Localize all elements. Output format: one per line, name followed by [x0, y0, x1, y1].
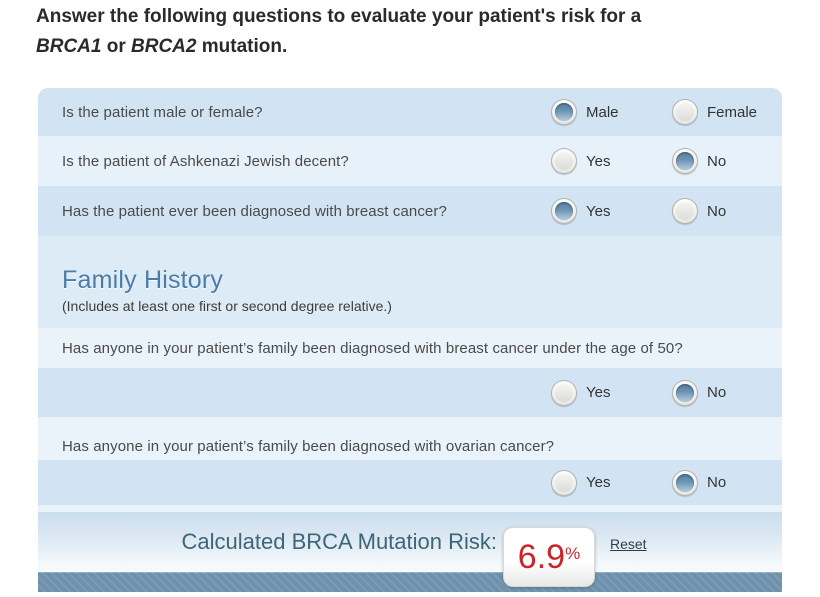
option-label: No	[707, 202, 727, 220]
option-no[interactable]: No	[672, 198, 726, 224]
family-history-section-header: Family History (Includes at least one fi…	[38, 236, 782, 328]
radio-yes-icon[interactable]	[551, 379, 577, 406]
option-label: No	[707, 474, 727, 491]
family-history-heading: Family History	[62, 266, 224, 294]
title-conjunction: or	[106, 36, 126, 57]
question-text: Has anyone in your patient’s family been…	[62, 438, 555, 455]
option-label: Yes	[586, 384, 611, 401]
question-row-sex: Is the patient male or female? Male Fema…	[38, 88, 782, 136]
option-male[interactable]: Male	[551, 99, 619, 125]
divider-strip	[38, 505, 782, 512]
option-yes[interactable]: Yes	[551, 198, 610, 224]
question-text: Is the patient male or female?	[62, 103, 263, 121]
radio-yes-selected-icon[interactable]	[551, 198, 577, 224]
radio-female-icon[interactable]	[672, 99, 698, 125]
option-label: Female	[707, 103, 758, 121]
question-text: Has the patient ever been diagnosed with…	[62, 202, 447, 220]
option-yes[interactable]: Yes	[551, 469, 611, 496]
answer-row-family-ovarian-cancer: Yes No	[38, 460, 782, 505]
option-label: Yes	[586, 474, 611, 491]
option-yes[interactable]: Yes	[551, 379, 611, 406]
question-text: Has anyone in your patient’s family been…	[62, 339, 683, 357]
question-row-family-breast-cancer-under-50: Has anyone in your patient’s family been…	[38, 328, 782, 368]
radio-no-icon[interactable]	[672, 198, 698, 224]
radio-no-selected-icon[interactable]	[672, 148, 698, 174]
page-title: Answer the following questions to evalua…	[36, 2, 796, 62]
option-label: No	[707, 152, 727, 170]
title-line1: Answer the following questions to evalua…	[36, 6, 642, 27]
title-gene-brca1: BRCA1	[36, 36, 102, 57]
option-label: Yes	[586, 202, 611, 220]
answer-row-family-breast-cancer-under-50: Yes No	[38, 368, 782, 417]
reset-link[interactable]: Reset	[610, 536, 647, 552]
question-text: Is the patient of Ashkenazi Jewish decen…	[62, 152, 349, 170]
radio-yes-icon[interactable]	[551, 469, 577, 496]
radio-no-selected-icon[interactable]	[672, 379, 698, 406]
result-label: Calculated BRCA Mutation Risk:	[181, 529, 497, 554]
option-female[interactable]: Female	[672, 99, 757, 125]
option-label: Male	[586, 103, 619, 121]
option-yes[interactable]: Yes	[551, 148, 610, 174]
family-history-subtitle: (Includes at least one first or second d…	[62, 298, 392, 314]
radio-no-selected-icon[interactable]	[672, 469, 698, 496]
bottom-bar	[38, 572, 782, 592]
option-label: No	[707, 384, 727, 401]
question-row-family-ovarian-cancer: Has anyone in your patient’s family been…	[38, 417, 782, 460]
question-row-breast-cancer: Has the patient ever been diagnosed with…	[38, 186, 782, 236]
title-suffix: mutation.	[201, 36, 288, 57]
option-no[interactable]: No	[672, 469, 727, 496]
title-gene-brca2: BRCA2	[131, 36, 197, 57]
option-no[interactable]: No	[672, 148, 726, 174]
radio-male-selected-icon[interactable]	[551, 99, 577, 125]
radio-yes-icon[interactable]	[551, 148, 577, 174]
risk-value-box: 6.9%	[503, 527, 595, 587]
risk-questionnaire-panel: Is the patient male or female? Male Fema…	[38, 88, 782, 592]
result-footer: Calculated BRCA Mutation Risk: 6.9% Rese…	[38, 512, 782, 587]
risk-value: 6.9%	[517, 538, 581, 576]
option-label: Yes	[586, 152, 611, 170]
percent-sign: %	[565, 544, 581, 563]
option-no[interactable]: No	[672, 379, 727, 406]
question-row-ashkenazi: Is the patient of Ashkenazi Jewish decen…	[38, 136, 782, 186]
